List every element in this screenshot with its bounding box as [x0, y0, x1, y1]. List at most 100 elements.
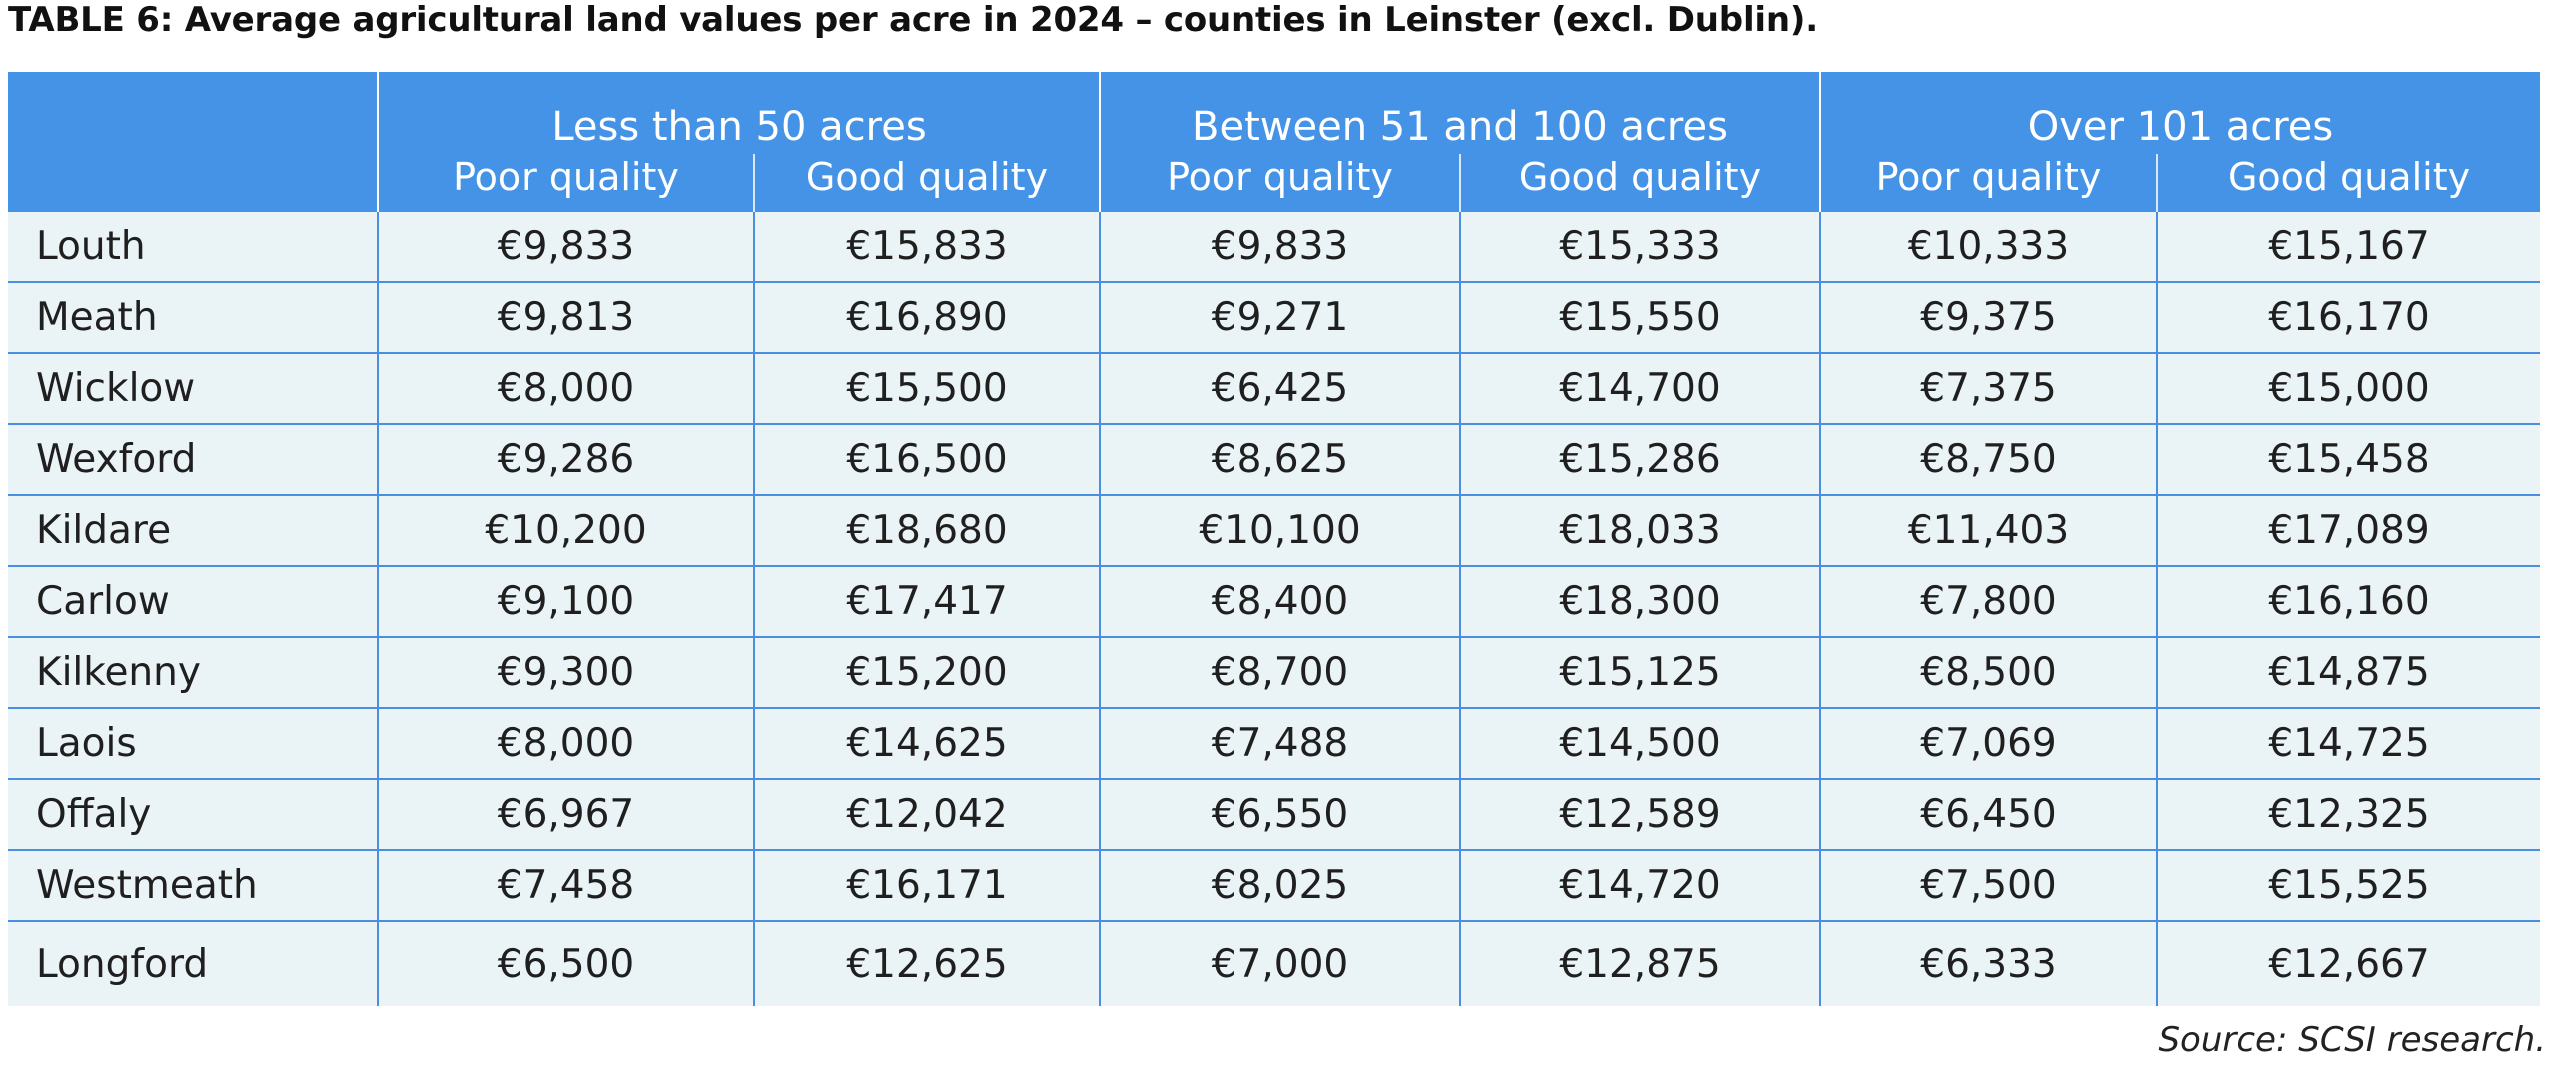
header-subcolumn: Good quality: [753, 154, 1100, 212]
table-row: Louth €9,833 €15,833 €9,833 €15,333 €10,333 €1…: [8, 212, 2541, 283]
value-cell: €15,500: [753, 353, 1100, 425]
source-note: Source: SCSI research.: [2158, 1020, 2546, 1060]
county-cell: Kilkenny: [8, 637, 378, 709]
value-cell: €6,550: [1099, 779, 1460, 851]
value-cell: €6,450: [1819, 779, 2157, 851]
value-cell: €18,033: [1459, 495, 1820, 567]
table-row: Offaly €6,967 €12,042 €6,550 €12,589 €6,450 €1…: [8, 779, 2541, 851]
value-cell: €12,875: [1459, 921, 1820, 1006]
header-subcolumn-row: Poor quality Good quality Poor quality G…: [8, 154, 2541, 212]
value-cell: €18,300: [1459, 566, 1820, 638]
value-cell: €7,500: [1819, 850, 2157, 922]
value-cell: €15,525: [2155, 850, 2541, 922]
header-group-51-100: Between 51 and 100 acres: [1099, 72, 1820, 154]
value-cell: €15,286: [1459, 424, 1820, 496]
county-cell: Carlow: [8, 566, 378, 638]
land-values-table: Less than 50 acres Between 51 and 100 ac…: [8, 72, 2541, 1006]
table-row: Wicklow €8,000 €15,500 €6,425 €14,700 €7,375 €…: [8, 353, 2541, 425]
header-subcolumn: Good quality: [2155, 154, 2541, 212]
value-cell: €14,625: [753, 708, 1100, 780]
value-cell: €15,550: [1459, 282, 1820, 354]
value-cell: €8,400: [1099, 566, 1460, 638]
value-cell: €6,425: [1099, 353, 1460, 425]
value-cell: €12,625: [753, 921, 1100, 1006]
value-cell: €16,890: [753, 282, 1100, 354]
value-cell: €6,967: [377, 779, 754, 851]
header-county-cell: [8, 72, 378, 212]
value-cell: €15,000: [2155, 353, 2541, 425]
value-cell: €12,667: [2155, 921, 2541, 1006]
value-cell: €7,069: [1819, 708, 2157, 780]
county-cell: Laois: [8, 708, 378, 780]
value-cell: €12,042: [753, 779, 1100, 851]
header-subcolumn: Poor quality: [1099, 154, 1460, 212]
county-cell: Longford: [8, 921, 378, 1006]
value-cell: €7,800: [1819, 566, 2157, 638]
value-cell: €17,417: [753, 566, 1100, 638]
value-cell: €15,833: [753, 212, 1100, 283]
value-cell: €9,375: [1819, 282, 2157, 354]
value-cell: €16,160: [2155, 566, 2541, 638]
header-subcolumn: Poor quality: [377, 154, 754, 212]
county-cell: Wicklow: [8, 353, 378, 425]
value-cell: €10,100: [1099, 495, 1460, 567]
value-cell: €16,171: [753, 850, 1100, 922]
value-cell: €12,325: [2155, 779, 2541, 851]
value-cell: €8,000: [377, 708, 754, 780]
value-cell: €14,720: [1459, 850, 1820, 922]
table-row: Westmeath €7,458 €16,171 €8,025 €14,720 €7,50…: [8, 850, 2541, 922]
value-cell: €7,375: [1819, 353, 2157, 425]
value-cell: €9,833: [1099, 212, 1460, 283]
value-cell: €15,200: [753, 637, 1100, 709]
county-cell: Kildare: [8, 495, 378, 567]
value-cell: €8,625: [1099, 424, 1460, 496]
value-cell: €8,500: [1819, 637, 2157, 709]
county-cell: Meath: [8, 282, 378, 354]
value-cell: €8,750: [1819, 424, 2157, 496]
value-cell: €6,333: [1819, 921, 2157, 1006]
value-cell: €17,089: [2155, 495, 2541, 567]
value-cell: €9,271: [1099, 282, 1460, 354]
value-cell: €15,333: [1459, 212, 1820, 283]
county-cell: Westmeath: [8, 850, 378, 922]
table-row: Wexford €9,286 €16,500 €8,625 €15,286 €8,750 €…: [8, 424, 2541, 496]
table-row: Laois €8,000 €14,625 €7,488 €14,500 €7,069 €14…: [8, 708, 2541, 780]
value-cell: €15,458: [2155, 424, 2541, 496]
table-row: Kildare €10,200 €18,680 €10,100 €18,033 €11,4…: [8, 495, 2541, 567]
value-cell: €15,125: [1459, 637, 1820, 709]
table-row: Meath €9,813 €16,890 €9,271 €15,550 €9,375 €16…: [8, 282, 2541, 354]
header-subcolumn: Poor quality: [1819, 154, 2157, 212]
value-cell: €9,813: [377, 282, 754, 354]
value-cell: €10,200: [377, 495, 754, 567]
value-cell: €9,100: [377, 566, 754, 638]
county-cell: Wexford: [8, 424, 378, 496]
value-cell: €16,170: [2155, 282, 2541, 354]
value-cell: €14,725: [2155, 708, 2541, 780]
header-group-under-50: Less than 50 acres: [377, 72, 1100, 154]
value-cell: €16,500: [753, 424, 1100, 496]
value-cell: €18,680: [753, 495, 1100, 567]
header-group-over-101: Over 101 acres: [1818, 72, 2541, 154]
county-cell: Offaly: [8, 779, 378, 851]
value-cell: €8,700: [1099, 637, 1460, 709]
value-cell: €9,833: [377, 212, 754, 283]
table-body: Louth €9,833 €15,833 €9,833 €15,333 €10,333 €1…: [8, 212, 2541, 1006]
value-cell: €14,500: [1459, 708, 1820, 780]
value-cell: €8,025: [1099, 850, 1460, 922]
value-cell: €14,700: [1459, 353, 1820, 425]
value-cell: €15,167: [2155, 212, 2541, 283]
table-row: Longford €6,500 €12,625 €7,000 €12,875 €6,333…: [8, 921, 2541, 1006]
value-cell: €7,488: [1099, 708, 1460, 780]
value-cell: €12,589: [1459, 779, 1820, 851]
value-cell: €8,000: [377, 353, 754, 425]
value-cell: €7,458: [377, 850, 754, 922]
county-cell: Louth: [8, 212, 378, 283]
value-cell: €9,300: [377, 637, 754, 709]
value-cell: €14,875: [2155, 637, 2541, 709]
value-cell: €7,000: [1099, 921, 1460, 1006]
value-cell: €9,286: [377, 424, 754, 496]
header-group-row: Less than 50 acres Between 51 and 100 ac…: [8, 72, 2541, 212]
value-cell: €11,403: [1819, 495, 2157, 567]
header-subcolumn: Good quality: [1459, 154, 1820, 212]
value-cell: €6,500: [377, 921, 754, 1006]
